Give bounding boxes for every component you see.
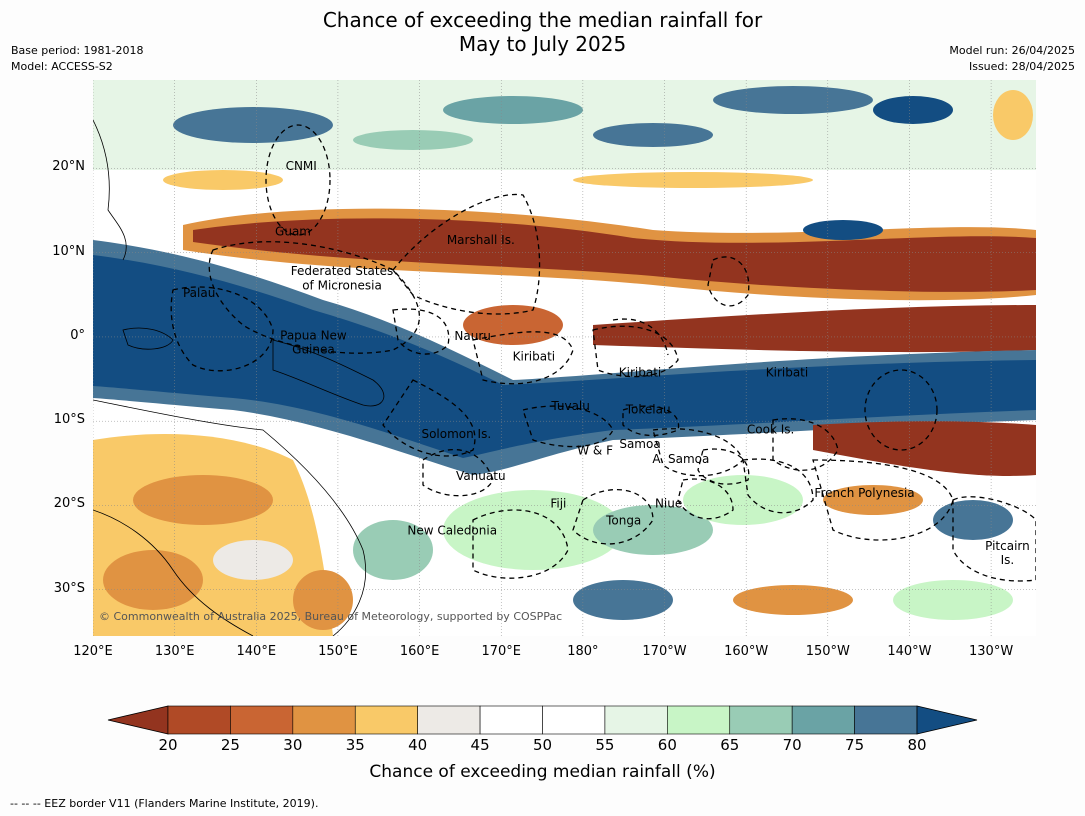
colorbar-tick-label: 40	[408, 736, 428, 754]
colorbar-swatch	[354, 705, 418, 735]
chart-title-line1: Chance of exceeding the median rainfall …	[322, 8, 763, 32]
lat-tick-label: 0°	[70, 327, 85, 343]
colorbar-swatch	[167, 705, 231, 735]
colorbar-tick-label: 35	[345, 736, 365, 754]
issued-date: Issued: 28/04/2025	[968, 60, 1075, 73]
region-label: A. Samoa	[652, 452, 709, 466]
lon-tick-label: 150°W	[805, 644, 850, 659]
region-label: W & F	[577, 444, 613, 458]
colorbar-title: Chance of exceeding median rainfall (%)	[369, 762, 716, 782]
region-label: Kiribati	[513, 349, 555, 363]
coastlines	[93, 119, 385, 636]
lon-tick-label: 120°E	[73, 644, 113, 659]
colorbar-tick-label: 25	[220, 736, 240, 754]
lon-tick-label: 130°W	[969, 644, 1014, 659]
rainfall-map: CNMI Guam Marshall Is. Federated States of M…	[93, 80, 1036, 636]
region-label: Is.	[1001, 553, 1015, 567]
lon-tick-label: 170°E	[481, 644, 521, 659]
lon-tick-label: 160°W	[724, 644, 769, 659]
chart-title-line2: May to July 2025	[458, 32, 627, 56]
region-label: CNMI	[286, 159, 317, 173]
meta-right: Model run: 26/04/2025 Issued: 28/04/2025	[949, 43, 1075, 75]
colorbar-tick-label: 30	[283, 736, 303, 754]
region-label: Papua New	[280, 328, 347, 342]
region-label: Samoa	[619, 437, 660, 451]
colorbar-tick-label: 80	[907, 736, 927, 754]
eez-footnote: -- -- -- EEZ border V11 (Flanders Marine…	[10, 797, 319, 810]
colorbar-swatch	[729, 705, 793, 735]
colorbar-tick-label: 55	[595, 736, 615, 754]
region-label: Kiribati	[619, 365, 661, 379]
colorbar-tick-label: 75	[845, 736, 865, 754]
colorbar-extend-low	[107, 705, 169, 735]
lon-tick-label: 140°W	[887, 644, 932, 659]
colorbar-swatch	[292, 705, 356, 735]
colorbar-swatch	[230, 705, 294, 735]
lat-tick-label: 20°S	[53, 496, 85, 512]
region-label: Palau	[183, 286, 215, 300]
lon-tick-label: 150°E	[318, 644, 358, 659]
colorbar-swatch	[417, 705, 481, 735]
lat-tick-label: 20°N	[52, 159, 85, 175]
colorbar-tick-label: 60	[657, 736, 677, 754]
model-name: Model: ACCESS-S2	[11, 60, 113, 73]
colorbar-tick-label: 45	[470, 736, 490, 754]
region-label: Tokelau	[625, 402, 671, 416]
lon-tick-label: 130°E	[154, 644, 195, 659]
region-label: Solomon Is.	[421, 427, 491, 441]
colorbar-tick-label: 65	[720, 736, 740, 754]
lon-tick-label: 140°E	[236, 644, 277, 659]
eez-borders	[170, 124, 1036, 582]
colorbar	[107, 705, 978, 735]
region-label: New Caledonia	[407, 524, 497, 538]
lon-tick-label: 160°E	[399, 644, 440, 659]
colorbar-swatch	[854, 705, 918, 735]
region-label: of Micronesia	[302, 279, 382, 293]
base-period: Base period: 1981-2018	[11, 44, 144, 57]
colorbar-tick-label: 50	[532, 736, 553, 754]
region-label: Marshall Is.	[447, 233, 515, 247]
region-label: Nauru	[454, 329, 490, 343]
colorbar-swatch	[604, 705, 668, 735]
region-label: Niue	[655, 497, 682, 511]
meta-left: Base period: 1981-2018 Model: ACCESS-S2	[11, 43, 143, 75]
graticule	[93, 80, 1036, 636]
region-label: French Polynesia	[814, 486, 914, 500]
region-label: Pitcairn	[985, 539, 1030, 553]
region-label: Cook Is.	[747, 423, 794, 437]
colorbar-swatch	[479, 705, 543, 735]
colorbar-swatch	[542, 705, 606, 735]
lon-tick-label: 170°W	[642, 644, 687, 659]
copyright-notice: © Commonwealth of Australia 2025, Bureau…	[99, 610, 562, 623]
lat-tick-label: 10°N	[52, 243, 85, 259]
region-label: Guinea	[292, 343, 335, 357]
colorbar-swatch	[667, 705, 731, 735]
probability-bands	[93, 80, 1036, 636]
colorbar-tick-label: 70	[782, 736, 802, 754]
region-label: Fiji	[550, 497, 566, 511]
region-label: Tuvalu	[550, 399, 590, 413]
region-label: Kiribati	[766, 365, 808, 379]
model-run: Model run: 26/04/2025	[949, 44, 1075, 57]
colorbar-tick-label: 20	[158, 736, 178, 754]
region-label: Tonga	[605, 514, 641, 528]
lon-tick-label: 180°	[567, 644, 599, 659]
colorbar-extend-high	[916, 705, 978, 735]
lat-tick-label: 10°S	[53, 412, 85, 428]
region-label: Vanuatu	[456, 469, 506, 483]
lat-tick-label: 30°S	[53, 580, 85, 596]
region-label: Guam	[275, 225, 311, 239]
colorbar-swatch	[791, 705, 855, 735]
region-label: Federated States	[291, 264, 393, 278]
